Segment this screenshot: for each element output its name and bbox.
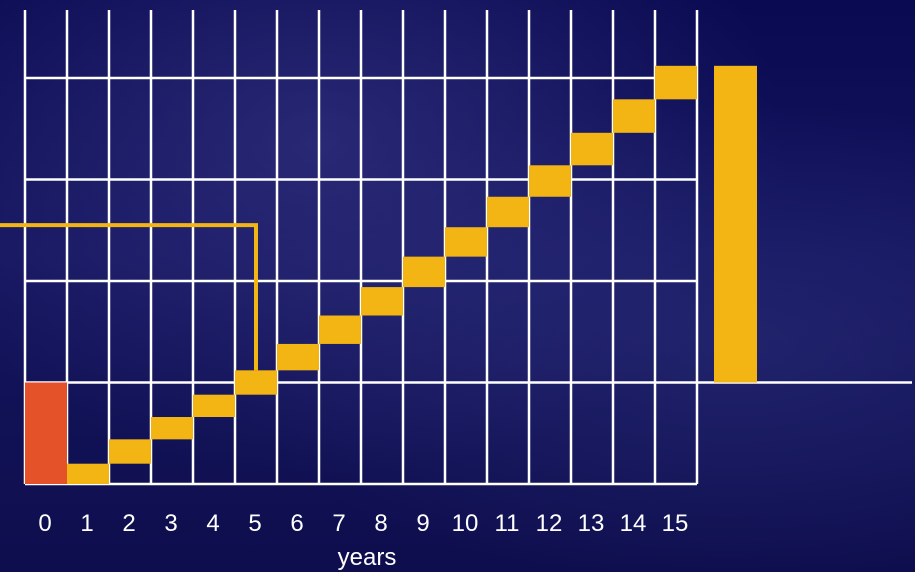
x-tick-label: 5 — [248, 510, 261, 537]
x-tick-label: 12 — [536, 510, 563, 537]
marker — [0, 223, 258, 371]
x-tick-label: 7 — [332, 510, 345, 537]
bar-year-13 — [571, 132, 613, 166]
bar-year-11 — [487, 196, 529, 228]
bar-year-2 — [109, 439, 151, 464]
bar-year-15 — [655, 65, 697, 100]
x-tick-label: 8 — [374, 510, 387, 537]
x-tick-label: 15 — [662, 510, 689, 537]
x-tick-label: 0 — [38, 510, 51, 537]
x-tick-labels: 0 1 2 3 4 5 6 7 8 9 10 11 12 13 14 15 — [38, 510, 688, 537]
x-tick-label: 13 — [578, 510, 605, 537]
bars — [25, 65, 757, 484]
x-tick-label: 3 — [164, 510, 177, 537]
grid — [23, 10, 912, 486]
bar-year-6 — [277, 343, 319, 371]
x-tick-label: 9 — [416, 510, 429, 537]
x-tick-label: 14 — [620, 510, 647, 537]
x-tick-label: 6 — [290, 510, 303, 537]
bar-year-12 — [529, 165, 571, 197]
bar-year-5 — [235, 370, 277, 395]
x-tick-label: 1 — [80, 510, 93, 537]
x-tick-label: 4 — [206, 510, 219, 537]
x-tick-label: 2 — [122, 510, 135, 537]
bar-total — [714, 65, 757, 383]
bar-year-7 — [319, 315, 361, 344]
bar-year-1 — [67, 463, 109, 484]
bar-year-14 — [613, 99, 655, 133]
bar-year-0 — [25, 382, 67, 484]
bar-year-3 — [151, 417, 193, 440]
bar-year-4 — [193, 394, 235, 418]
x-axis-label: years — [338, 544, 397, 571]
x-tick-label: 10 — [452, 510, 479, 537]
bar-year-10 — [445, 227, 487, 257]
x-tick-label: 11 — [495, 510, 520, 537]
marker-line — [0, 223, 258, 371]
bar-year-8 — [361, 287, 403, 316]
bar-year-9 — [403, 256, 445, 288]
